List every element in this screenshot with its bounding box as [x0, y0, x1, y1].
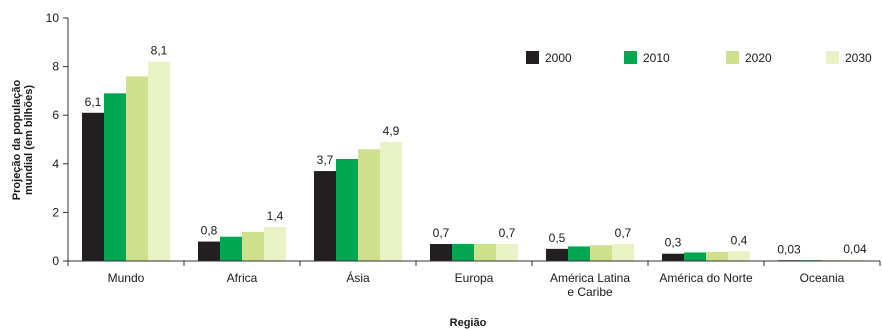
legend: 2000 2010 2020 2030 [526, 51, 872, 65]
x-category-label-line: Oceania [800, 271, 845, 285]
x-category-label-line: Africa [227, 271, 258, 285]
data-label: 4,9 [383, 124, 400, 138]
bar-2000 [546, 248, 568, 261]
bar-2030 [148, 61, 170, 261]
bar-2030 [496, 243, 518, 261]
x-axis-title: Região [450, 317, 487, 329]
y-tick-label: 10 [46, 11, 60, 25]
bar-2010 [452, 243, 474, 261]
legend-label: 2030 [845, 51, 872, 65]
bar-2020 [706, 252, 728, 261]
data-labels: 6,1 8,1 0,8 1,4 3,7 4,9 0,7 0,7 0,5 0,7 0,3 0,4 0,03… [85, 44, 867, 257]
bar-2000 [82, 112, 104, 262]
x-category-label: Ásia [346, 270, 370, 285]
legend-label: 2020 [745, 51, 772, 65]
bar-2010 [568, 246, 590, 261]
data-label: 6,1 [85, 95, 102, 109]
y-tick-label: 8 [52, 60, 59, 74]
data-label: 0,5 [549, 231, 566, 245]
data-label: 0,7 [433, 226, 450, 240]
bars [82, 61, 866, 262]
legend-swatch-2010 [624, 51, 637, 64]
bar-2000 [198, 241, 220, 261]
x-category-label: Oceania [800, 271, 845, 285]
bar-2020 [358, 149, 380, 261]
bar-2010 [336, 158, 358, 261]
data-label: 8,1 [151, 44, 168, 58]
y-tick-label: 4 [52, 157, 59, 171]
legend-swatch-2020 [726, 51, 739, 64]
data-label: 0,7 [499, 226, 516, 240]
data-label: 3,7 [317, 153, 334, 167]
bar-2020 [126, 76, 148, 261]
bar-2030 [264, 226, 286, 261]
legend-label: 2010 [643, 51, 670, 65]
y-axis-title: Projeção da populaçãomundial (em bilhões… [11, 80, 35, 201]
legend-swatch-2030 [826, 51, 839, 64]
x-category-label: Europa [455, 271, 494, 285]
x-category-label: América do Norte [659, 271, 753, 285]
y-axis: 0 2 4 6 8 10 [46, 11, 69, 268]
x-category-label-line: América do Norte [659, 271, 753, 285]
data-label: 0,8 [201, 224, 218, 238]
bar-2020 [474, 243, 496, 261]
bar-2010 [220, 236, 242, 261]
y-tick-label: 6 [52, 108, 59, 122]
data-label: 0,04 [843, 242, 867, 256]
y-axis-title-line: mundial (em bilhões) [23, 85, 35, 195]
x-axis: Mundo Africa Ásia Europa América Latina e Car… [67, 260, 881, 299]
x-category-label-line: Europa [455, 271, 494, 285]
y-tick-label: 0 [52, 254, 59, 268]
legend-swatch-2000 [526, 51, 539, 64]
bar-2010 [684, 252, 706, 261]
bar-2000 [430, 243, 452, 261]
x-category-label-line: Mundo [108, 271, 145, 285]
data-label: 0,7 [615, 226, 632, 240]
data-label: 0,3 [665, 236, 682, 250]
x-category-label: América Latina e Caribe [550, 271, 630, 299]
legend-label: 2000 [545, 51, 572, 65]
data-label: 0,4 [731, 233, 748, 247]
x-category-label: Mundo [108, 271, 145, 285]
y-tick-label: 2 [52, 205, 59, 219]
data-label: 1,4 [267, 209, 284, 223]
y-axis-title-line: Projeção da população [11, 80, 23, 201]
bar-2020 [590, 245, 612, 261]
x-category-label-line: e Caribe [567, 285, 613, 299]
bar-2030 [612, 243, 634, 261]
data-label: 0,03 [777, 242, 801, 256]
bar-2030 [380, 141, 402, 261]
x-category-label: Africa [227, 271, 258, 285]
bar-2000 [662, 253, 684, 261]
bar-2020 [242, 231, 264, 261]
y-axis-title-text: Projeção da populaçãomundial (em bilhões… [11, 80, 35, 201]
bar-2000 [314, 171, 336, 261]
x-category-label-line: América Latina [550, 271, 630, 285]
x-category-label-line: Ásia [346, 270, 370, 285]
bar-2010 [104, 93, 126, 261]
bar-2030 [728, 251, 750, 261]
